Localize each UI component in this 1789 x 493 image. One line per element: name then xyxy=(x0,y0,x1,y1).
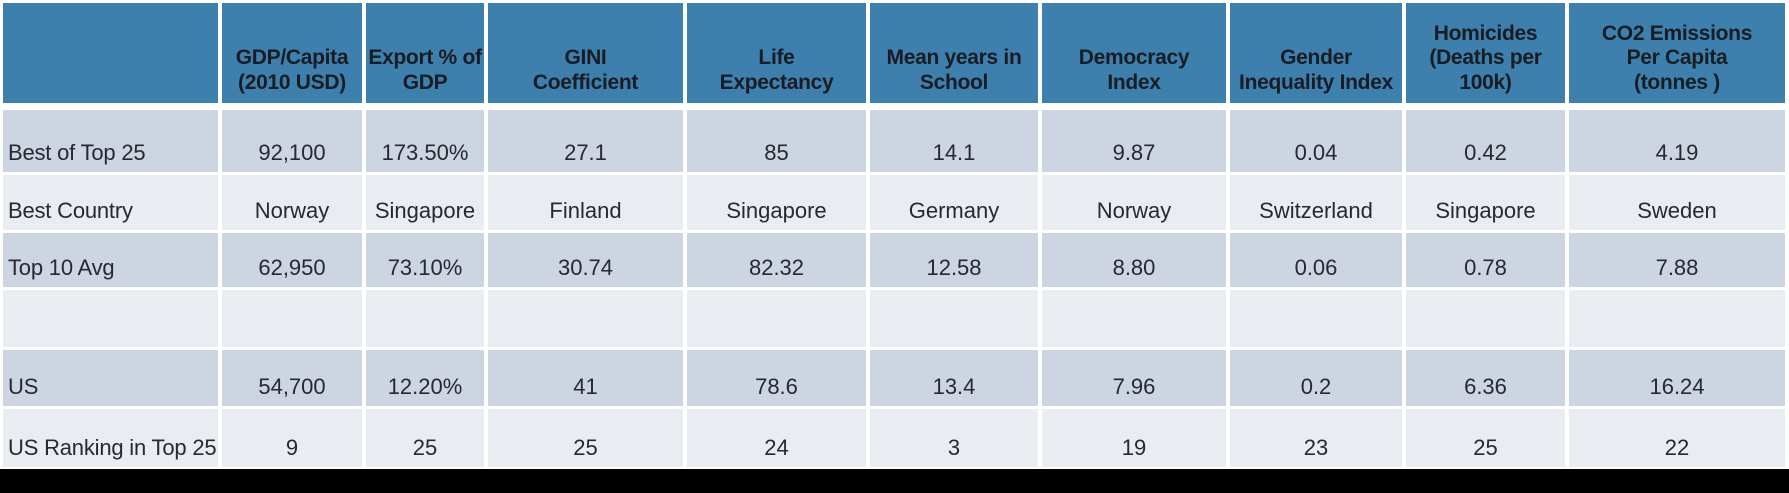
table-cell: 8.80 xyxy=(1042,233,1226,287)
table-cell: 12.58 xyxy=(870,233,1038,287)
column-header-blank xyxy=(3,3,218,107)
table-cell xyxy=(222,290,362,347)
row-label xyxy=(3,290,218,347)
table-cell: 22 xyxy=(1569,409,1785,467)
row-label: Best Country xyxy=(3,175,218,230)
table-cell: 13.4 xyxy=(870,350,1038,406)
table-cell: 7.96 xyxy=(1042,350,1226,406)
table-cell: 25 xyxy=(488,409,683,467)
table-cell: 7.88 xyxy=(1569,233,1785,287)
table-cell: Sweden xyxy=(1569,175,1785,230)
table-cell: 41 xyxy=(488,350,683,406)
table-cell: Singapore xyxy=(687,175,866,230)
table-cell: 0.04 xyxy=(1230,110,1402,172)
table-cell xyxy=(687,290,866,347)
table-cell: 12.20% xyxy=(366,350,484,406)
table-cell: 0.42 xyxy=(1406,110,1565,172)
table-cell: 23 xyxy=(1230,409,1402,467)
table-cell: 54,700 xyxy=(222,350,362,406)
table-cell: 25 xyxy=(366,409,484,467)
column-header-homicides: Homicides (Deaths per 100k) xyxy=(1406,3,1565,107)
table-cell: Norway xyxy=(222,175,362,230)
table-cell: Finland xyxy=(488,175,683,230)
row-label: US Ranking in Top 25 xyxy=(3,409,218,467)
table-cell: 0.78 xyxy=(1406,233,1565,287)
table-cell: Singapore xyxy=(1406,175,1565,230)
table-cell: 0.06 xyxy=(1230,233,1402,287)
table-cell: Norway xyxy=(1042,175,1226,230)
table-cell: 25 xyxy=(1406,409,1565,467)
table-cell: 30.74 xyxy=(488,233,683,287)
table-cell: 27.1 xyxy=(488,110,683,172)
table-cell xyxy=(1230,290,1402,347)
table-cell: 173.50% xyxy=(366,110,484,172)
table-cell: Germany xyxy=(870,175,1038,230)
table-cell: 0.2 xyxy=(1230,350,1402,406)
table-cell xyxy=(1042,290,1226,347)
table-cell: 19 xyxy=(1042,409,1226,467)
table-cell: 6.36 xyxy=(1406,350,1565,406)
table-cell xyxy=(488,290,683,347)
table-cell: 82.32 xyxy=(687,233,866,287)
column-header-gdp-capita: GDP/Capita (2010 USD) xyxy=(222,3,362,107)
column-header-life-expectancy: Life Expectancy xyxy=(687,3,866,107)
row-label: Best of Top 25 xyxy=(3,110,218,172)
table-cell xyxy=(1406,290,1565,347)
column-header-mean-years-school: Mean years in School xyxy=(870,3,1038,107)
table-cell xyxy=(870,290,1038,347)
table-cell: 92,100 xyxy=(222,110,362,172)
bottom-black-bar xyxy=(0,469,1789,493)
column-header-democracy-index: Democracy Index xyxy=(1042,3,1226,107)
table-cell: 24 xyxy=(687,409,866,467)
table-cell: 4.19 xyxy=(1569,110,1785,172)
table-cell: Singapore xyxy=(366,175,484,230)
row-label: Top 10 Avg xyxy=(3,233,218,287)
table-cell: 9 xyxy=(222,409,362,467)
data-table: GDP/Capita (2010 USD) Export % of GDP GI… xyxy=(3,3,1785,467)
table-cell: 85 xyxy=(687,110,866,172)
table-cell xyxy=(366,290,484,347)
column-header-gini: GINI Coefficient xyxy=(488,3,683,107)
table-cell: 73.10% xyxy=(366,233,484,287)
column-header-gender-inequality: Gender Inequality Index xyxy=(1230,3,1402,107)
table-cell: 9.87 xyxy=(1042,110,1226,172)
table-cell: 16.24 xyxy=(1569,350,1785,406)
table-cell: 14.1 xyxy=(870,110,1038,172)
table-cell xyxy=(1569,290,1785,347)
table-cell: 3 xyxy=(870,409,1038,467)
table-cell: 78.6 xyxy=(687,350,866,406)
table-cell: 62,950 xyxy=(222,233,362,287)
column-header-co2-emissions: CO2 Emissions Per Capita (tonnes ) xyxy=(1569,3,1785,107)
table-cell: Switzerland xyxy=(1230,175,1402,230)
row-label: US xyxy=(3,350,218,406)
column-header-export-pct-gdp: Export % of GDP xyxy=(366,3,484,107)
